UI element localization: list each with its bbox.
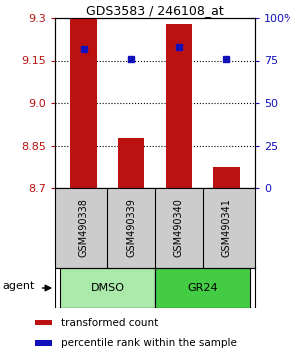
Text: transformed count: transformed count [61, 318, 158, 328]
Text: DMSO: DMSO [90, 283, 124, 293]
Bar [155, 268, 250, 308]
Text: GSM490340: GSM490340 [174, 199, 184, 257]
Bar [70, 19, 97, 188]
Bar [213, 167, 240, 188]
Bar [35, 320, 52, 325]
Bar [35, 340, 52, 346]
Bar [166, 24, 192, 188]
Bar [60, 268, 155, 308]
Text: GSM490339: GSM490339 [126, 199, 136, 257]
Text: percentile rank within the sample: percentile rank within the sample [61, 338, 237, 348]
Text: GSM490341: GSM490341 [222, 199, 231, 257]
Text: agent: agent [3, 281, 35, 291]
Title: GDS3583 / 246108_at: GDS3583 / 246108_at [86, 4, 224, 17]
Text: GR24: GR24 [187, 283, 218, 293]
Bar [118, 138, 144, 188]
Text: GSM490338: GSM490338 [79, 199, 88, 257]
